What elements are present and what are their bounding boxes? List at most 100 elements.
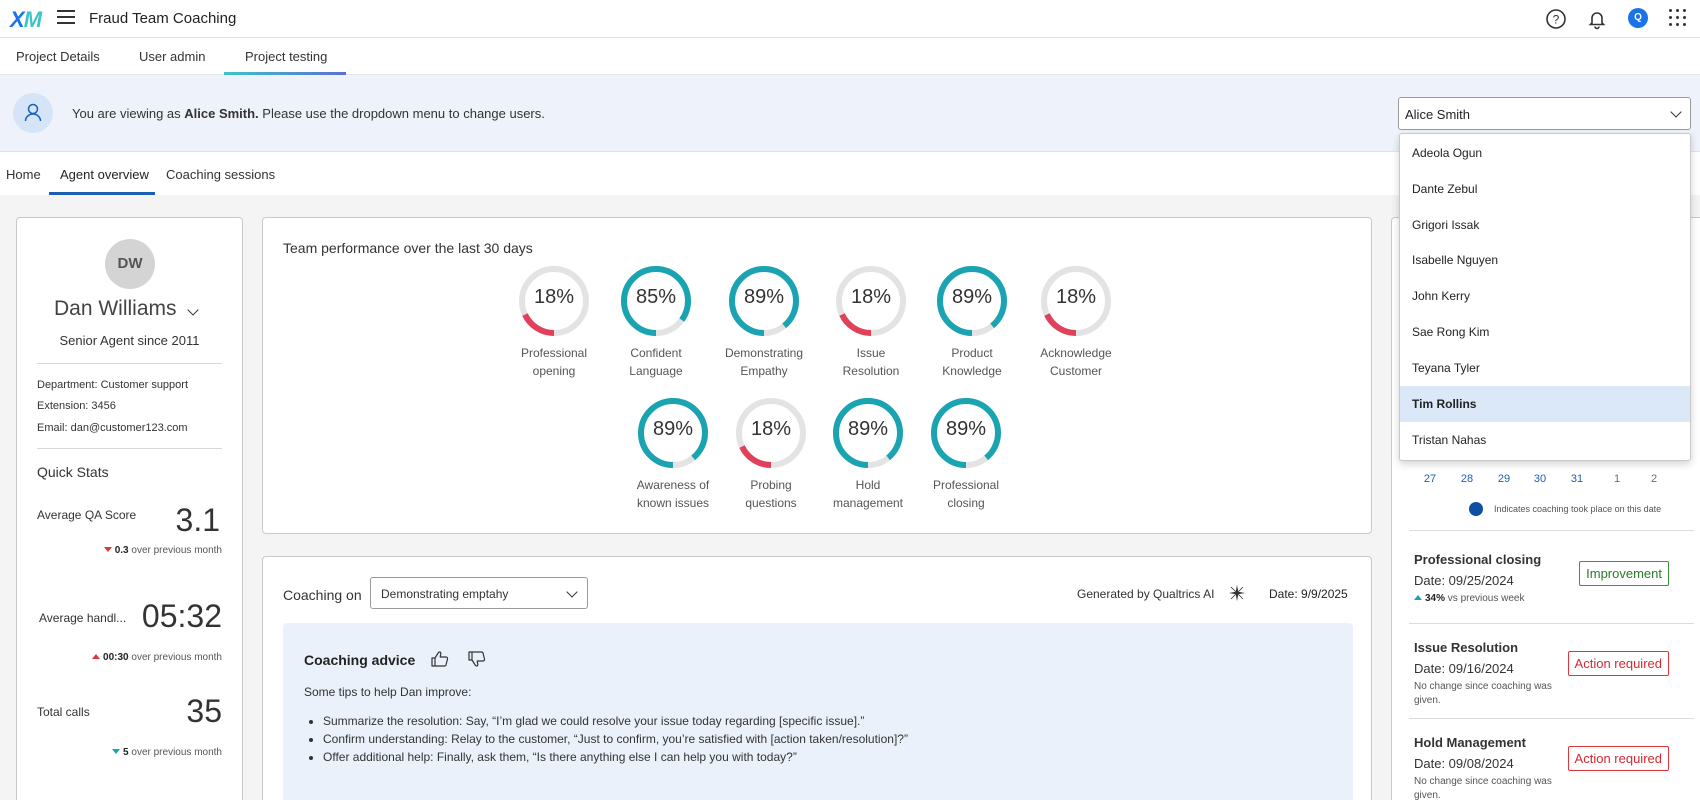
quick-stats-title: Quick Stats [37,464,109,480]
divider [1409,530,1694,531]
tab-user-admin[interactable]: User admin [139,49,206,64]
dropdown-option-selected[interactable]: Tim Rollins [1400,386,1690,422]
session-item[interactable]: Professional closing Date: 09/25/2024 34… [1414,552,1669,606]
calendar-day[interactable]: 27 [1423,473,1437,485]
calendar-day[interactable]: 31 [1570,473,1584,485]
help-icon[interactable]: ? [1545,8,1567,30]
gauge-fill [736,398,806,468]
metric-gauge: 18% Acknowledge Customer [1026,264,1126,380]
chevron-down-icon [566,586,578,598]
chevron-down-icon [1670,106,1682,118]
tab-project-testing[interactable]: Project testing [245,49,328,64]
menu-icon[interactable] [57,10,75,24]
stat-value-qa-score: 3.1 [175,502,220,538]
stat-delta-total-calls: 5 over previous month [112,747,222,758]
notification-bell-icon[interactable] [1586,8,1608,30]
active-subtab-indicator [49,192,155,195]
gauge-label: Professional closing [932,478,1000,510]
dropdown-option[interactable]: Dante Zebul [1412,182,1478,196]
calendar-day[interactable]: 29 [1497,473,1511,485]
banner-message: You are viewing as Alice Smith. Please u… [72,106,545,121]
gauge-percent: 89% [945,418,987,440]
coaching-tip: Summarize the resolution: Say, “I’m glad… [323,712,908,730]
user-select-dropdown[interactable]: Alice Smith [1398,97,1691,130]
metric-gauge: 89% Product Knowledge [922,264,1022,380]
tab-agent-overview[interactable]: Agent overview [60,167,149,182]
svg-text:?: ? [1553,13,1560,27]
gauge-label: Hold management [832,478,904,510]
calendar-day[interactable]: 28 [1460,473,1474,485]
gauge-label: Issue Resolution [842,346,900,378]
tab-home[interactable]: Home [6,167,41,182]
calendar-legend: Indicates coaching took place on this da… [1494,504,1662,514]
metric-gauge: 89% Professional closing [916,396,1016,512]
coaching-tip: Offer additional help: Finally, ask them… [323,748,908,766]
calendar-day[interactable]: 2 [1650,473,1658,485]
apps-grid-icon[interactable] [1669,9,1687,27]
gauge-label: Awareness of known issues [636,478,710,510]
coaching-advice-intro: Some tips to help Dan improve: [304,685,472,699]
agent-extension: Extension: 3456 [37,400,116,412]
gauge-ring [937,266,1007,336]
increase-arrow-icon [92,654,101,659]
session-item[interactable]: Issue Resolution Date: 09/16/2024 No cha… [1414,640,1669,708]
gauge-percent: 18% [1055,286,1097,308]
gauge-fill [638,398,708,468]
dropdown-option[interactable]: Isabelle Nguyen [1412,253,1499,267]
divider [1409,718,1694,719]
user-avatar[interactable]: Q [1628,8,1648,28]
session-item[interactable]: Hold Management Date: 09/08/2024 No chan… [1414,735,1669,800]
metric-gauge: 89% Awareness of known issues [623,396,723,512]
calendar-day[interactable]: 1 [1613,473,1621,485]
metric-gauge: 18% Probing questions [721,396,821,512]
session-date: Date: 09/25/2024 [1414,573,1514,588]
agent-avatar: DW [105,239,155,289]
gauge-ring [621,266,691,336]
dropdown-option[interactable]: Tristan Nahas [1412,433,1487,447]
dropdown-option[interactable]: John Kerry [1412,289,1471,303]
dropdown-option[interactable]: Grigori Issak [1412,218,1480,232]
gauge-fill [621,266,691,336]
stat-label-total-calls: Total calls [37,705,90,719]
gauge-ring [931,398,1001,468]
legend-dot [1469,502,1483,516]
coaching-advice-title: Coaching advice [304,652,416,668]
coaching-date: Date: 9/9/2025 [1269,587,1348,601]
xm-logo[interactable]: XM [10,7,42,32]
gauge-label: Professional opening [520,346,588,378]
metric-gauge: 85% Confident Language [606,264,706,380]
top-bar: XM Fraud Team Coaching ? Q [0,0,1700,38]
thumbs-up-icon[interactable] [430,649,450,669]
gauge-ring [836,266,906,336]
tab-coaching-sessions[interactable]: Coaching sessions [166,167,276,182]
stat-delta-handle-time: 00:30 over previous month [92,652,222,663]
session-note: No change since coaching was given. [1414,776,1552,800]
gauge-fill [836,266,906,336]
generated-by-label: Generated by Qualtrics AI [1077,587,1215,601]
stat-value-total-calls: 35 [186,693,222,729]
increase-arrow-icon [1414,595,1422,600]
gauge-fill [519,266,589,336]
gauge-percent: 89% [951,286,993,308]
session-date: Date: 09/16/2024 [1414,661,1514,676]
gauge-label: Confident Language [629,346,683,378]
divider [1409,623,1694,624]
dropdown-option[interactable]: Sae Rong Kim [1412,325,1490,339]
coaching-topic-select[interactable]: Demonstrating emptahy [370,577,588,609]
coaching-on-label: Coaching on [283,587,362,603]
dropdown-option[interactable]: Teyana Tyler [1412,361,1480,375]
status-badge: Action required [1567,651,1669,676]
agent-profile-card: DW Dan Williams Senior Agent since 2011 … [16,217,243,800]
status-badge: Action required [1567,746,1669,771]
calendar-day[interactable]: 30 [1533,473,1547,485]
gauge-fill [1041,266,1111,336]
tab-project-details[interactable]: Project Details [16,49,100,64]
user-dropdown-menu: Adeola Ogun Dante Zebul Grigori Issak Is… [1399,133,1691,461]
agent-name[interactable]: Dan Williams [54,297,177,320]
dropdown-option[interactable]: Adeola Ogun [1412,146,1483,160]
coaching-card: Coaching on Demonstrating emptahy Genera… [262,556,1372,800]
thumbs-down-icon[interactable] [467,649,487,669]
coaching-topic-value: Demonstrating emptahy [381,587,509,601]
gauge-percent: 18% [750,418,792,440]
agent-chevron-down-icon[interactable] [187,304,199,316]
